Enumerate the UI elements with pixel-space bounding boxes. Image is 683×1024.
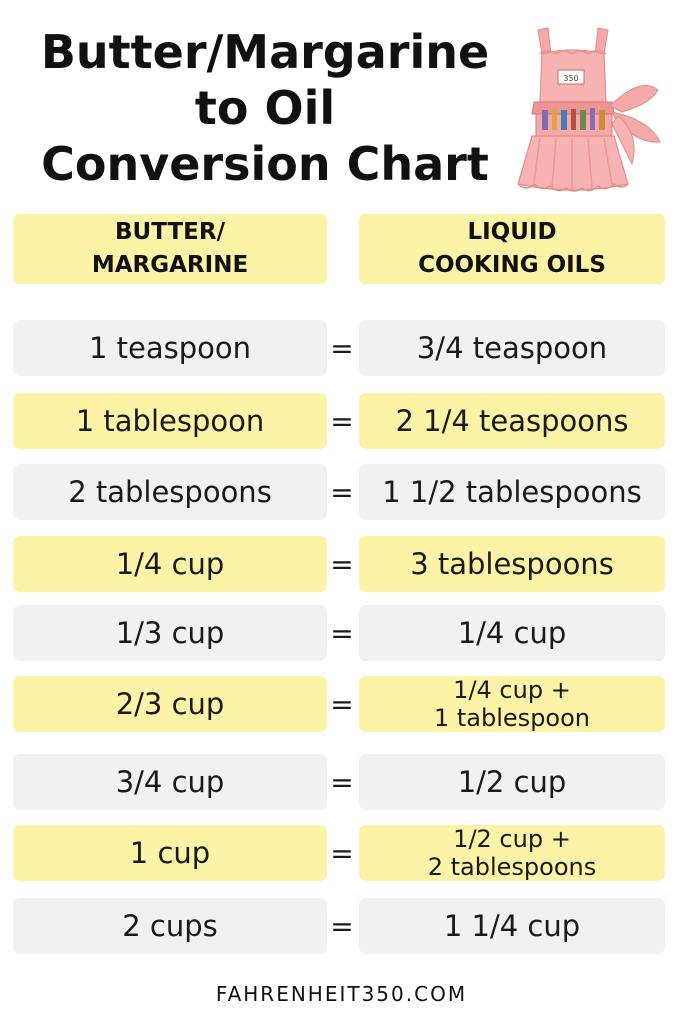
butter-amount-cell: 3/4 cup <box>13 754 327 810</box>
apron-icon: 350 <box>517 27 661 192</box>
butter-amount-cell: 1/4 cup <box>13 536 327 592</box>
header-butter-margarine: BUTTER/ MARGARINE <box>13 214 327 284</box>
oil-amount-cell: 1/4 cup <box>359 605 665 661</box>
equals-sign: = <box>330 687 354 721</box>
apron-label-text: 350 <box>563 74 578 83</box>
oil-amount-line-2: 1 tablespoon <box>434 704 590 732</box>
equals-sign: = <box>330 909 354 943</box>
butter-amount-cell: 1 tablespoon <box>13 393 327 449</box>
oil-amount-cell: 1/2 cup <box>359 754 665 810</box>
equals-sign: = <box>330 547 354 581</box>
oil-amount-line-1: 1/4 cup + <box>453 676 571 704</box>
equals-sign: = <box>330 475 354 509</box>
footer-website: FAHRENHEIT350.COM <box>215 982 468 1006</box>
butter-amount-cell: 1 cup <box>13 825 327 881</box>
title-line-2: to Oil <box>194 81 336 135</box>
header-liquid-cooking-oils: LIQUID COOKING OILS <box>359 214 665 284</box>
butter-amount-cell: 1 teaspoon <box>13 320 327 376</box>
page-title: Butter/Margarine to Oil Conversion Chart <box>10 24 520 192</box>
oil-amount-line-1: 1/2 cup + <box>453 825 571 853</box>
butter-amount-cell: 2/3 cup <box>13 676 327 732</box>
oil-amount-cell: 1/4 cup +1 tablespoon <box>359 676 665 732</box>
oil-amount-cell: 1/2 cup +2 tablespoons <box>359 825 665 881</box>
oil-amount-cell: 3 tablespoons <box>359 536 665 592</box>
header-butter-line-2: MARGARINE <box>91 252 249 278</box>
header-butter-line-1: BUTTER/ <box>115 219 225 245</box>
butter-amount-cell: 1/3 cup <box>13 605 327 661</box>
title-line-1: Butter/Margarine <box>40 25 490 79</box>
equals-sign: = <box>330 404 354 438</box>
header-oil-line-1: LIQUID <box>467 219 557 245</box>
equals-sign: = <box>330 331 354 365</box>
equals-sign: = <box>330 836 354 870</box>
oil-amount-line-2: 2 tablespoons <box>427 853 597 881</box>
butter-amount-cell: 2 tablespoons <box>13 464 327 520</box>
equals-sign: = <box>330 765 354 799</box>
oil-amount-cell: 1 1/4 cup <box>359 898 665 954</box>
equals-sign: = <box>330 616 354 650</box>
oil-amount-cell: 2 1/4 teaspoons <box>359 393 665 449</box>
butter-amount-cell: 2 cups <box>13 898 327 954</box>
header-oil-line-2: COOKING OILS <box>418 252 606 278</box>
oil-amount-cell: 3/4 teaspoon <box>359 320 665 376</box>
title-line-3: Conversion Chart <box>41 137 489 191</box>
oil-amount-cell: 1 1/2 tablespoons <box>359 464 665 520</box>
